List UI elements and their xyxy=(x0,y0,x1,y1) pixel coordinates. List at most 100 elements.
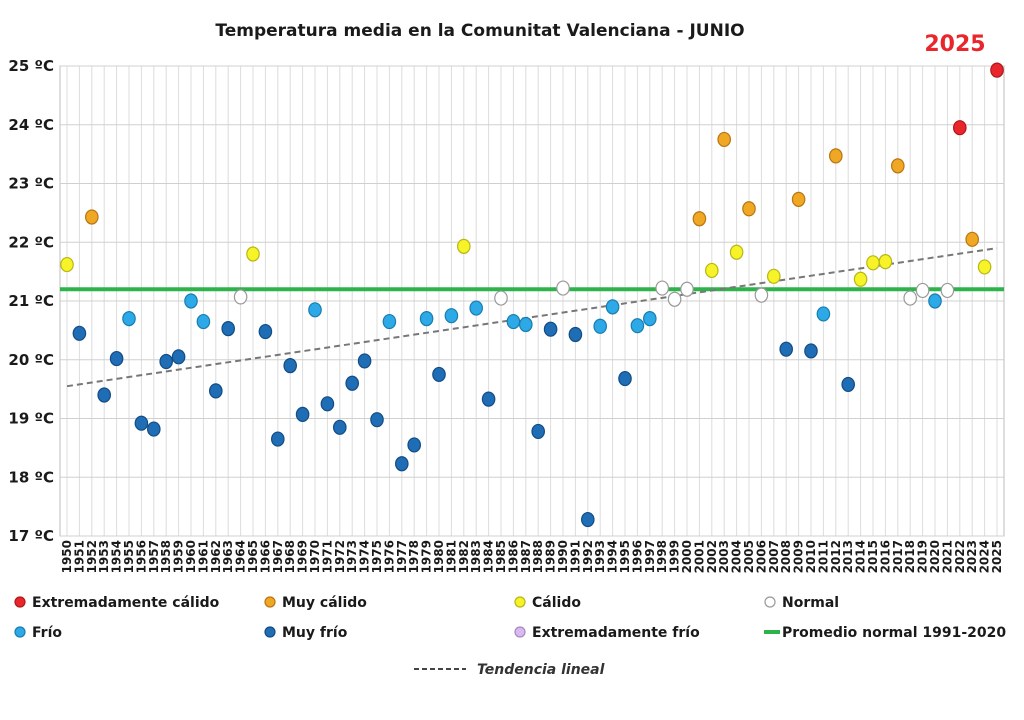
data-point xyxy=(357,353,372,369)
x-tick-label: 2008 xyxy=(779,540,793,573)
y-tick-label: 18 ºC xyxy=(8,468,54,486)
data-point xyxy=(804,343,818,359)
legend-label: Muy cálido xyxy=(282,595,367,611)
data-point xyxy=(60,256,74,273)
y-tick-label: 19 ºC xyxy=(8,410,54,428)
x-tick-label: 1990 xyxy=(556,540,570,573)
x-tick-label: 1972 xyxy=(333,540,347,573)
data-point xyxy=(593,318,607,334)
x-tick-label: 1985 xyxy=(494,540,508,573)
data-point xyxy=(196,313,211,330)
legend-marker xyxy=(264,626,276,638)
x-tick-label: 2021 xyxy=(940,540,954,573)
data-point xyxy=(928,293,942,309)
data-point xyxy=(543,321,558,337)
x-tick-label: 1997 xyxy=(643,540,657,573)
y-tick-label: 25 ºC xyxy=(8,57,54,75)
x-tick-label: 2019 xyxy=(916,540,930,573)
x-tick-label: 1967 xyxy=(271,540,285,573)
data-point xyxy=(258,323,273,340)
x-tick-label: 1957 xyxy=(147,540,161,573)
y-tick-label: 22 ºC xyxy=(8,233,54,251)
x-tick-label: 2003 xyxy=(717,540,731,573)
data-point xyxy=(630,318,645,334)
x-tick-label: 1982 xyxy=(457,540,471,573)
data-point xyxy=(853,271,868,287)
x-tick-label: 1989 xyxy=(544,540,558,573)
data-point xyxy=(394,456,409,472)
x-tick-label: 1954 xyxy=(110,540,124,573)
x-tick-label: 1953 xyxy=(97,540,111,573)
x-tick-label: 1960 xyxy=(184,540,198,573)
data-point xyxy=(779,341,793,357)
x-tick-label: 1965 xyxy=(246,540,260,573)
legend-marker xyxy=(14,596,26,608)
data-point xyxy=(432,366,446,383)
x-tick-label: 1998 xyxy=(655,540,669,573)
x-tick-label: 1969 xyxy=(296,540,310,573)
legend-label: Extremadamente cálido xyxy=(32,595,220,611)
data-point xyxy=(270,431,285,447)
x-tick-label: 2006 xyxy=(754,540,768,573)
x-tick-label: 1994 xyxy=(606,540,620,573)
data-point xyxy=(506,313,521,330)
data-point xyxy=(605,299,620,315)
data-point xyxy=(494,290,508,306)
data-point xyxy=(841,376,855,393)
x-tick-label: 1995 xyxy=(618,540,632,573)
data-point xyxy=(134,415,149,431)
x-tick-label: 2015 xyxy=(866,540,880,573)
x-tick-label: 1992 xyxy=(581,540,595,573)
x-tick-label: 1968 xyxy=(283,540,297,573)
x-tick-label: 1964 xyxy=(234,540,248,573)
data-point xyxy=(469,300,483,316)
x-tick-label: 1956 xyxy=(134,540,148,573)
x-tick-label: 2010 xyxy=(804,540,818,573)
data-point xyxy=(878,254,893,270)
x-tick-label: 1991 xyxy=(568,540,582,573)
x-axis-tick-labels: 1950195119521953195419551956195719581959… xyxy=(60,540,1004,573)
x-tick-label: 2005 xyxy=(742,540,756,573)
data-point xyxy=(965,231,979,247)
data-point xyxy=(729,244,744,260)
data-point xyxy=(221,321,235,337)
data-point xyxy=(147,421,161,437)
data-point xyxy=(518,316,533,333)
x-tick-label: 1961 xyxy=(196,540,210,573)
data-point xyxy=(159,353,173,370)
plot-area xyxy=(59,62,1005,537)
legend-label: Extremadamente frío xyxy=(532,625,700,641)
horizontal-gridlines xyxy=(60,65,1004,537)
data-point xyxy=(903,290,917,306)
data-point xyxy=(295,406,310,422)
data-point xyxy=(568,326,583,343)
data-point xyxy=(407,437,421,453)
x-tick-label: 1978 xyxy=(407,540,421,573)
data-point xyxy=(209,383,223,399)
x-tick-label: 1993 xyxy=(593,540,607,573)
y-tick-label: 17 ºC xyxy=(8,527,54,545)
x-tick-label: 2012 xyxy=(829,540,843,573)
x-tick-label: 2009 xyxy=(792,540,806,573)
x-tick-label: 2011 xyxy=(816,540,830,573)
data-point xyxy=(816,306,831,322)
data-point xyxy=(184,293,198,309)
data-point xyxy=(109,350,124,367)
chart-title: Temperatura media en la Comunitat Valenc… xyxy=(215,21,744,41)
legend-marker xyxy=(764,596,776,608)
data-point xyxy=(791,191,806,207)
legend-label: Cálido xyxy=(532,595,581,611)
x-tick-label: 2024 xyxy=(978,540,992,573)
data-points xyxy=(60,62,1004,528)
x-tick-label: 1981 xyxy=(444,540,458,573)
legend-label: Normal xyxy=(782,595,839,611)
data-point xyxy=(444,308,459,324)
legend-label: Frío xyxy=(32,625,62,641)
x-tick-label: 1962 xyxy=(209,540,223,573)
x-tick-label: 2002 xyxy=(705,540,719,573)
legend-label-normal-line: Promedio normal 1991-2020 xyxy=(782,625,1006,641)
x-tick-label: 1977 xyxy=(395,540,409,573)
x-tick-label: 2017 xyxy=(891,540,905,573)
data-point xyxy=(283,358,297,374)
linear-trend-line xyxy=(66,247,998,388)
